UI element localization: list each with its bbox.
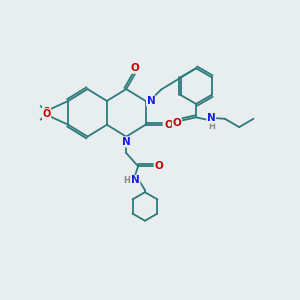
Text: O: O bbox=[131, 63, 140, 73]
Text: N: N bbox=[146, 96, 155, 106]
Text: N: N bbox=[122, 137, 130, 147]
Text: O: O bbox=[164, 120, 173, 130]
Text: O: O bbox=[154, 161, 163, 171]
Text: O: O bbox=[42, 109, 51, 119]
Text: H: H bbox=[208, 122, 215, 131]
Text: N: N bbox=[207, 113, 216, 123]
Text: N: N bbox=[131, 175, 140, 185]
Text: O: O bbox=[42, 107, 51, 117]
Text: O: O bbox=[172, 118, 181, 128]
Text: H: H bbox=[124, 176, 130, 185]
